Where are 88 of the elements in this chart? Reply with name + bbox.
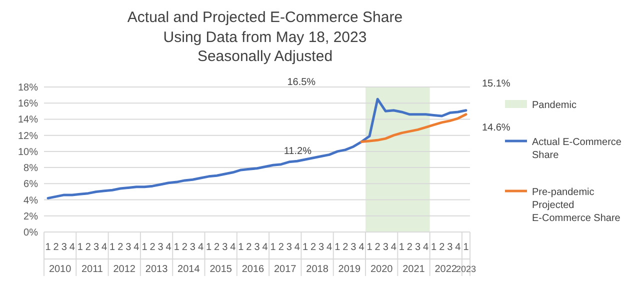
annotation: 16.5% bbox=[287, 77, 316, 88]
x-tick-label: 4 bbox=[358, 242, 365, 253]
x-tick-label: 4 bbox=[262, 242, 268, 253]
x-tick-label: 2 bbox=[406, 242, 413, 253]
x-tick-label: 4 bbox=[166, 242, 172, 253]
text: 2014 bbox=[178, 264, 200, 275]
x-tick-label: 3 bbox=[318, 242, 325, 253]
y-tick-label: 18% bbox=[18, 82, 38, 94]
x-tick-label: 4 bbox=[102, 242, 108, 253]
y-tick-label: 0% bbox=[24, 228, 38, 238]
x-tick-label: 1 bbox=[174, 242, 180, 253]
text: 2016 bbox=[242, 264, 265, 275]
y-tick-label: 12% bbox=[18, 130, 38, 142]
x-tick-label: 3 bbox=[126, 242, 132, 253]
y-tick-label: 14% bbox=[18, 114, 38, 126]
x-tick-label: 4 bbox=[198, 242, 204, 253]
x-tick-label: 4 bbox=[134, 242, 140, 253]
y-tick-label: 8% bbox=[24, 163, 38, 174]
text: 2012 bbox=[113, 264, 136, 275]
x-tick-label: 3 bbox=[190, 242, 196, 253]
y-tick-label: 6% bbox=[24, 179, 38, 190]
text: 2017 bbox=[274, 264, 297, 275]
x-tick-label: 2 bbox=[246, 242, 252, 253]
x-tick-label: 1 bbox=[77, 242, 84, 253]
line-series bbox=[46, 98, 468, 200]
x-tick-label: 3 bbox=[382, 242, 389, 253]
x-tick-label: 2 bbox=[342, 242, 349, 253]
x-tick-label: 2 bbox=[53, 242, 60, 253]
x-tick-label: 2 bbox=[150, 242, 156, 253]
x-tick-label: 4 bbox=[390, 242, 397, 253]
x-tick-label: 3 bbox=[286, 242, 292, 253]
x-tick-label: 1 bbox=[142, 242, 148, 253]
x-tick-label: 1 bbox=[110, 242, 116, 253]
text: 2021 bbox=[402, 264, 426, 275]
legend-label: Pre-pandemic Projected E-Commerce Share bbox=[532, 187, 621, 224]
x-tick-label: 3 bbox=[93, 242, 100, 253]
annotation: 11.2% bbox=[284, 146, 312, 157]
x-tick-label: 4 bbox=[230, 242, 236, 253]
x-tick-label: 1 bbox=[398, 242, 405, 253]
x-tick-label: 2 bbox=[439, 242, 446, 253]
x-tick-label: 4 bbox=[69, 242, 76, 253]
x-tick-label: 1 bbox=[302, 242, 308, 253]
chart-subtitle: Using Data from May 18, 2023 Seasonally Adjusted bbox=[163, 29, 367, 65]
y-tick-label: 2% bbox=[24, 211, 38, 222]
text: 2022 bbox=[434, 264, 458, 275]
x-tick-label: 4 bbox=[455, 242, 462, 253]
text: Pandemic bbox=[532, 100, 576, 111]
x-tick-label: 1 bbox=[334, 242, 341, 253]
text: 2018 bbox=[306, 264, 329, 275]
text: 2011 bbox=[81, 264, 104, 275]
x-tick-label: 3 bbox=[158, 242, 164, 253]
x-tick-label: 1 bbox=[206, 242, 212, 253]
x-tick-label: 3 bbox=[254, 242, 260, 253]
x-tick-label: 2 bbox=[374, 242, 381, 253]
x-tick-label: 1 bbox=[431, 242, 438, 253]
x-tick-label: 3 bbox=[61, 242, 68, 253]
x-tick-label: 1 bbox=[463, 242, 470, 253]
text: 2010 bbox=[48, 264, 72, 275]
x-tick-label: 1 bbox=[238, 242, 244, 253]
x-tick-label: 4 bbox=[326, 242, 333, 253]
x-tick-label: 2 bbox=[118, 242, 124, 253]
x-tick-label: 1 bbox=[366, 242, 373, 253]
x-tick-label: 2 bbox=[85, 242, 92, 253]
text: 2019 bbox=[338, 264, 361, 275]
x-tick-label: 2 bbox=[182, 242, 188, 253]
text: 15.1% bbox=[482, 78, 510, 90]
x-tick-label: 3 bbox=[447, 242, 454, 253]
text: 2013 bbox=[145, 264, 168, 275]
x-tick-label: 3 bbox=[222, 242, 228, 253]
x-tick-label: 1 bbox=[45, 242, 52, 253]
y-tick-label: 4% bbox=[24, 195, 38, 206]
legend-label: Actual E-Commerce Share bbox=[532, 137, 622, 161]
x-tick-label: 2 bbox=[310, 242, 316, 253]
x-tick-label: 4 bbox=[423, 242, 430, 253]
y-tick-label: 10% bbox=[18, 146, 38, 158]
x-tick-label: 1 bbox=[270, 242, 276, 253]
x-tick-label: 3 bbox=[350, 242, 357, 253]
x-tick-label: 2 bbox=[278, 242, 284, 253]
x-tick-label: 4 bbox=[294, 242, 300, 253]
text: 2020 bbox=[370, 264, 394, 275]
x-tick-label: 2 bbox=[214, 242, 220, 253]
line-series bbox=[360, 113, 468, 144]
chart-title: Actual and Projected E-Commerce Share bbox=[127, 9, 403, 26]
text: 14.6% bbox=[482, 122, 510, 134]
x-tick-label: 3 bbox=[414, 242, 421, 253]
y-tick-label: 16% bbox=[18, 98, 38, 110]
text: 2023 bbox=[456, 264, 476, 274]
text: 2015 bbox=[210, 264, 232, 275]
